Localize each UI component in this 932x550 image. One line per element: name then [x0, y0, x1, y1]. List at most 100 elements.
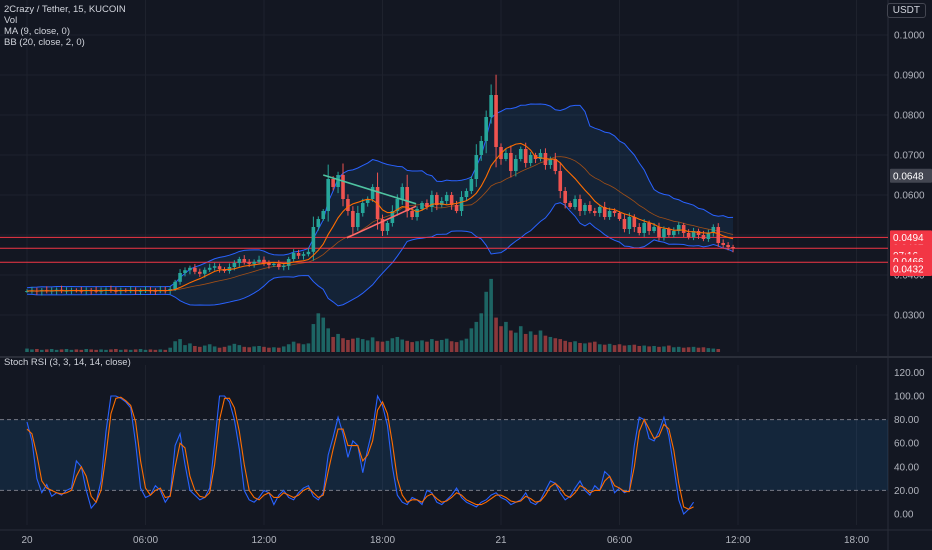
volume-bar	[622, 345, 627, 352]
volume-bar	[74, 349, 79, 352]
candle-body	[232, 263, 237, 267]
candle-body	[311, 227, 316, 252]
bb-upper	[26, 103, 734, 289]
volume-bar	[420, 340, 424, 352]
volume-bar	[49, 348, 54, 352]
candle-body	[281, 265, 286, 267]
candle-body	[247, 262, 251, 264]
candle-body	[617, 213, 622, 219]
price-tag-label: 0.0648	[893, 171, 924, 182]
volume-bar	[672, 347, 676, 352]
candle-body	[479, 141, 484, 155]
volume-bar	[267, 347, 271, 352]
volume-bar	[242, 346, 247, 352]
volume-bar	[143, 349, 148, 352]
stoch-tick-label: 80.00	[894, 415, 919, 426]
candle-body	[178, 273, 182, 282]
candles[interactable]	[25, 74, 735, 296]
stoch-legend: Stoch RSI (3, 3, 14, 14, close)	[4, 357, 131, 368]
volume-bar	[370, 337, 375, 352]
candle-body	[716, 227, 721, 243]
candle-body	[652, 227, 656, 231]
volume-bar	[494, 317, 498, 352]
candle-body	[518, 149, 523, 159]
volume-bar	[514, 332, 518, 352]
candle-body	[706, 233, 711, 239]
stoch-k-line	[26, 394, 695, 515]
candle-body	[296, 253, 301, 256]
volume-bar	[356, 337, 360, 352]
volume-bar	[232, 343, 237, 352]
candle-body	[212, 266, 217, 268]
candle-body	[321, 211, 326, 219]
bb-legend: BB (20, close, 2, 0)	[4, 37, 85, 48]
price-tag-bg	[890, 230, 932, 245]
volume-bar	[331, 336, 335, 352]
candle-body	[277, 263, 281, 267]
volume-bar	[464, 338, 469, 352]
volume-bar	[316, 313, 321, 352]
volume-bar	[647, 346, 651, 352]
volume-bar	[272, 347, 276, 352]
volume-bar	[578, 342, 582, 352]
volume-bar	[558, 339, 563, 352]
candle-body	[642, 223, 646, 233]
volume-bar	[237, 345, 242, 352]
price-tag-label: 0.0494	[893, 233, 924, 244]
volume-bar	[499, 326, 503, 352]
candle-body	[523, 149, 528, 163]
volume-bar	[138, 348, 143, 352]
candle-body	[395, 199, 400, 211]
candle-body	[622, 219, 627, 229]
symbol-title: 2Crazy / Tether, 15, KUCOIN	[4, 4, 126, 15]
price-tag-bg	[890, 168, 932, 183]
candle-body	[316, 219, 321, 227]
candle-body	[711, 227, 716, 233]
volume-bar	[588, 342, 592, 352]
candle-body	[410, 211, 414, 217]
volume-bar	[400, 339, 405, 352]
candle-body	[494, 95, 498, 147]
volume-bar	[247, 347, 251, 352]
volume-bar	[84, 348, 89, 352]
trendlines[interactable]	[323, 174, 417, 239]
candle-body	[514, 159, 518, 171]
volume-bar	[449, 341, 454, 352]
stoch-tick-label: 60.00	[894, 439, 919, 450]
volume-bar	[543, 335, 548, 352]
volume-bar	[104, 349, 108, 352]
candle-body	[217, 266, 222, 269]
stoch-d-line	[26, 396, 694, 510]
volume-bar	[79, 349, 84, 352]
volume-bar	[553, 338, 558, 352]
candle-body	[667, 229, 671, 235]
volume-bar	[59, 349, 64, 352]
volume-bar	[94, 349, 98, 352]
volume-bar	[252, 346, 256, 352]
price-tick-label: 0.0300	[894, 311, 925, 322]
volume-bar	[207, 344, 212, 352]
volume-bar	[341, 338, 345, 352]
volume-bar	[25, 348, 29, 352]
bb-lower	[26, 202, 734, 307]
volume-bar	[257, 345, 261, 352]
stoch-band-fill	[0, 419, 888, 491]
stoch-tick-label: 100.00	[894, 392, 925, 403]
volume-bar	[217, 347, 222, 352]
volume-bar	[301, 344, 306, 352]
volume-bar	[469, 328, 474, 352]
candle-body	[726, 245, 730, 247]
volume-bar	[291, 341, 296, 352]
candle-body	[632, 217, 637, 227]
volume-bar	[326, 328, 330, 352]
candle-body	[168, 289, 172, 291]
candle-body	[454, 205, 459, 211]
candle-body	[425, 203, 429, 207]
candle-body	[563, 191, 567, 203]
volume-bar	[375, 341, 380, 352]
volume-bar	[133, 349, 138, 352]
currency-button[interactable]: USDT	[886, 3, 926, 18]
candle-body	[597, 207, 602, 213]
